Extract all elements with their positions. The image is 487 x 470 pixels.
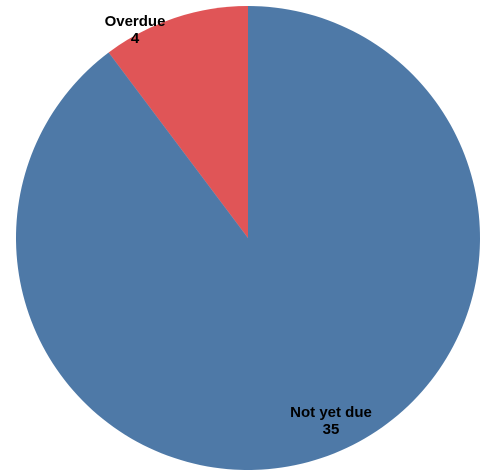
slice-label-name: Overdue <box>105 13 166 30</box>
slice-label-not-yet-due: Not yet due 35 <box>290 404 372 438</box>
labels-layer: Overdue 4 Not yet due 35 <box>105 13 372 438</box>
slice-label-overdue: Overdue 4 <box>105 13 166 47</box>
slice-label-name: Not yet due <box>290 404 372 421</box>
slice-label-value: 35 <box>323 421 340 438</box>
slices-layer <box>15 6 481 470</box>
slice-label-value: 4 <box>131 30 140 47</box>
pie-slice-not-yet-due <box>15 6 481 470</box>
pie-slice-overdue <box>108 6 248 238</box>
